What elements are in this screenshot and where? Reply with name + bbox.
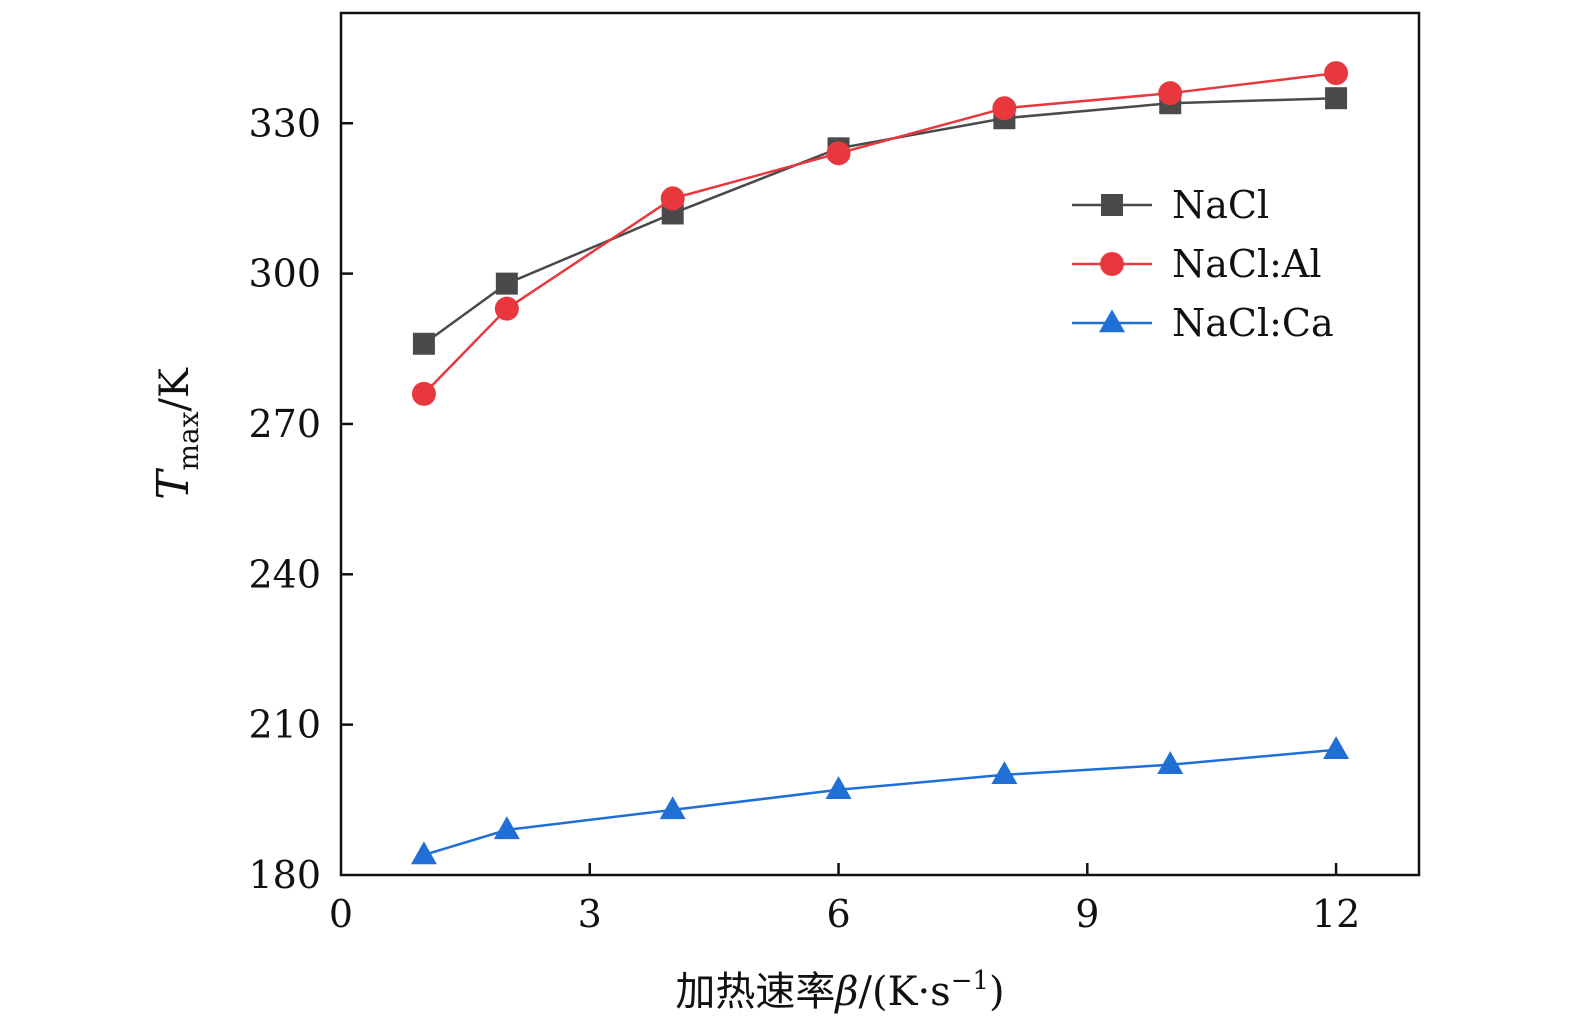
data-point-nacl-al (826, 141, 851, 166)
legend-label: NaCl:Ca (1172, 301, 1334, 345)
data-point-nacl-al (1324, 61, 1349, 86)
legend-item-nacl-al: NaCl:Al (1072, 242, 1322, 286)
data-point-nacl-ca (410, 841, 437, 865)
y-axis-title-unit: /K (152, 367, 198, 411)
y-tick-label: 210 (248, 703, 321, 747)
data-point-nacl-ca (659, 796, 686, 820)
series-layer (410, 61, 1350, 865)
legend-label: NaCl:Al (1172, 242, 1322, 286)
legend-marker (1101, 194, 1123, 216)
legend-item-nacl-ca: NaCl:Ca (1072, 301, 1334, 345)
x-axis-title-symbol: β (833, 969, 858, 1015)
y-axis-ticks: 180 210 240 270 300 330 (248, 101, 353, 897)
legend-marker (1099, 309, 1125, 333)
plot-frame (339, 11, 1421, 877)
data-point-nacl-al (660, 186, 685, 211)
y-axis-title-subscript: max (172, 411, 205, 470)
series-line-nacl-al (423, 71, 1337, 395)
x-axis-ticks: 0 3 6 9 12 (329, 863, 1360, 936)
y-axis-title-symbol: T (148, 467, 199, 500)
legend: NaCl NaCl:Al NaCl:Ca (1072, 183, 1334, 345)
legend-label: NaCl (1172, 183, 1269, 227)
series-nacl-ca (410, 736, 1350, 865)
x-tick-label: 3 (578, 892, 602, 936)
data-point-nacl-al (411, 381, 436, 406)
x-tick-label: 0 (329, 892, 353, 936)
data-point-nacl (412, 332, 435, 355)
x-axis-title-close: ) (989, 969, 1005, 1015)
y-tick-label: 330 (248, 101, 321, 145)
y-tick-label: 180 (248, 853, 321, 897)
data-point-nacl-al (1158, 81, 1183, 106)
series-nacl-al (411, 61, 1349, 406)
y-axis-title: Tmax/K (148, 367, 205, 500)
data-point-nacl (1325, 87, 1348, 110)
data-point-nacl-al (992, 96, 1017, 121)
x-tick-label: 12 (1312, 892, 1360, 936)
x-tick-label: 6 (826, 892, 850, 936)
y-tick-label: 270 (248, 402, 321, 446)
legend-item-nacl: NaCl (1072, 183, 1269, 227)
x-tick-label: 9 (1075, 892, 1099, 936)
data-point-nacl-ca (825, 776, 852, 800)
data-point-nacl-ca (991, 761, 1018, 785)
x-axis-title-prefix: 加热速率 (675, 969, 835, 1015)
data-point-nacl-ca (1157, 751, 1184, 774)
y-tick-label: 300 (248, 252, 321, 296)
data-point-nacl-ca (1323, 736, 1350, 759)
y-tick-label: 240 (248, 552, 321, 596)
x-axis-title: 加热速率β/(K·s−1) (675, 966, 1004, 1015)
x-axis-title-unit: /(K·s (858, 969, 950, 1015)
data-point-nacl (495, 272, 518, 295)
x-axis-title-superscript: −1 (951, 966, 989, 996)
plot-area (339, 11, 1421, 877)
series-line-nacl-ca (423, 748, 1337, 857)
data-point-nacl-ca (493, 816, 520, 840)
data-point-nacl-al (494, 296, 519, 321)
legend-marker (1100, 252, 1124, 276)
